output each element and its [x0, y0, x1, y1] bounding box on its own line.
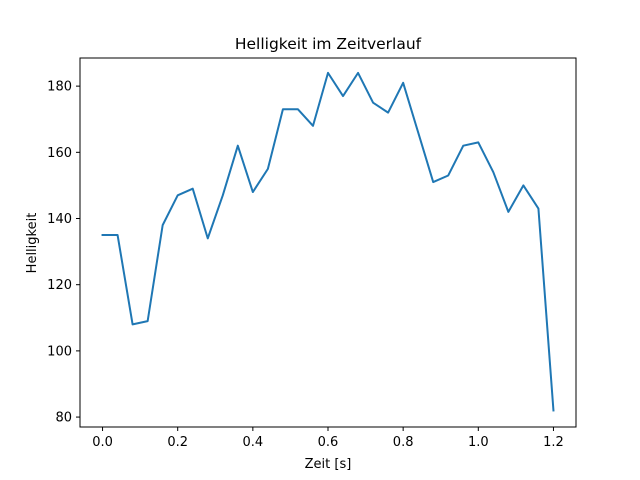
x-axis: 0.0 0.2 0.4 0.6 0.8 1.0 1.2 — [92, 427, 564, 450]
y-tick-label: 140 — [47, 212, 72, 227]
x-tick-label: 0.0 — [92, 435, 113, 450]
x-tick-label: 0.6 — [318, 435, 339, 450]
chart-title: Helligkeit im Zeitverlauf — [235, 35, 422, 53]
x-axis-title: Zeit [s] — [305, 457, 352, 472]
x-tick-label: 1.2 — [543, 435, 564, 450]
y-axis-title: Helligkeit — [25, 213, 40, 274]
x-tick-label: 0.4 — [243, 435, 264, 450]
series-line — [101, 71, 555, 412]
x-tick-label: 0.2 — [167, 435, 188, 450]
series-layer — [101, 71, 555, 412]
y-tick-label: 180 — [47, 80, 72, 95]
x-tick-label: 0.8 — [393, 435, 414, 450]
y-tick-label: 120 — [47, 278, 72, 293]
y-tick-label: 160 — [47, 146, 72, 161]
plot-area-frame — [79, 57, 577, 428]
y-tick-label: 80 — [55, 411, 72, 426]
y-tick-label: 100 — [47, 344, 72, 359]
y-axis: 80 100 120 140 160 180 — [47, 80, 80, 426]
x-tick-label: 1.0 — [468, 435, 489, 450]
